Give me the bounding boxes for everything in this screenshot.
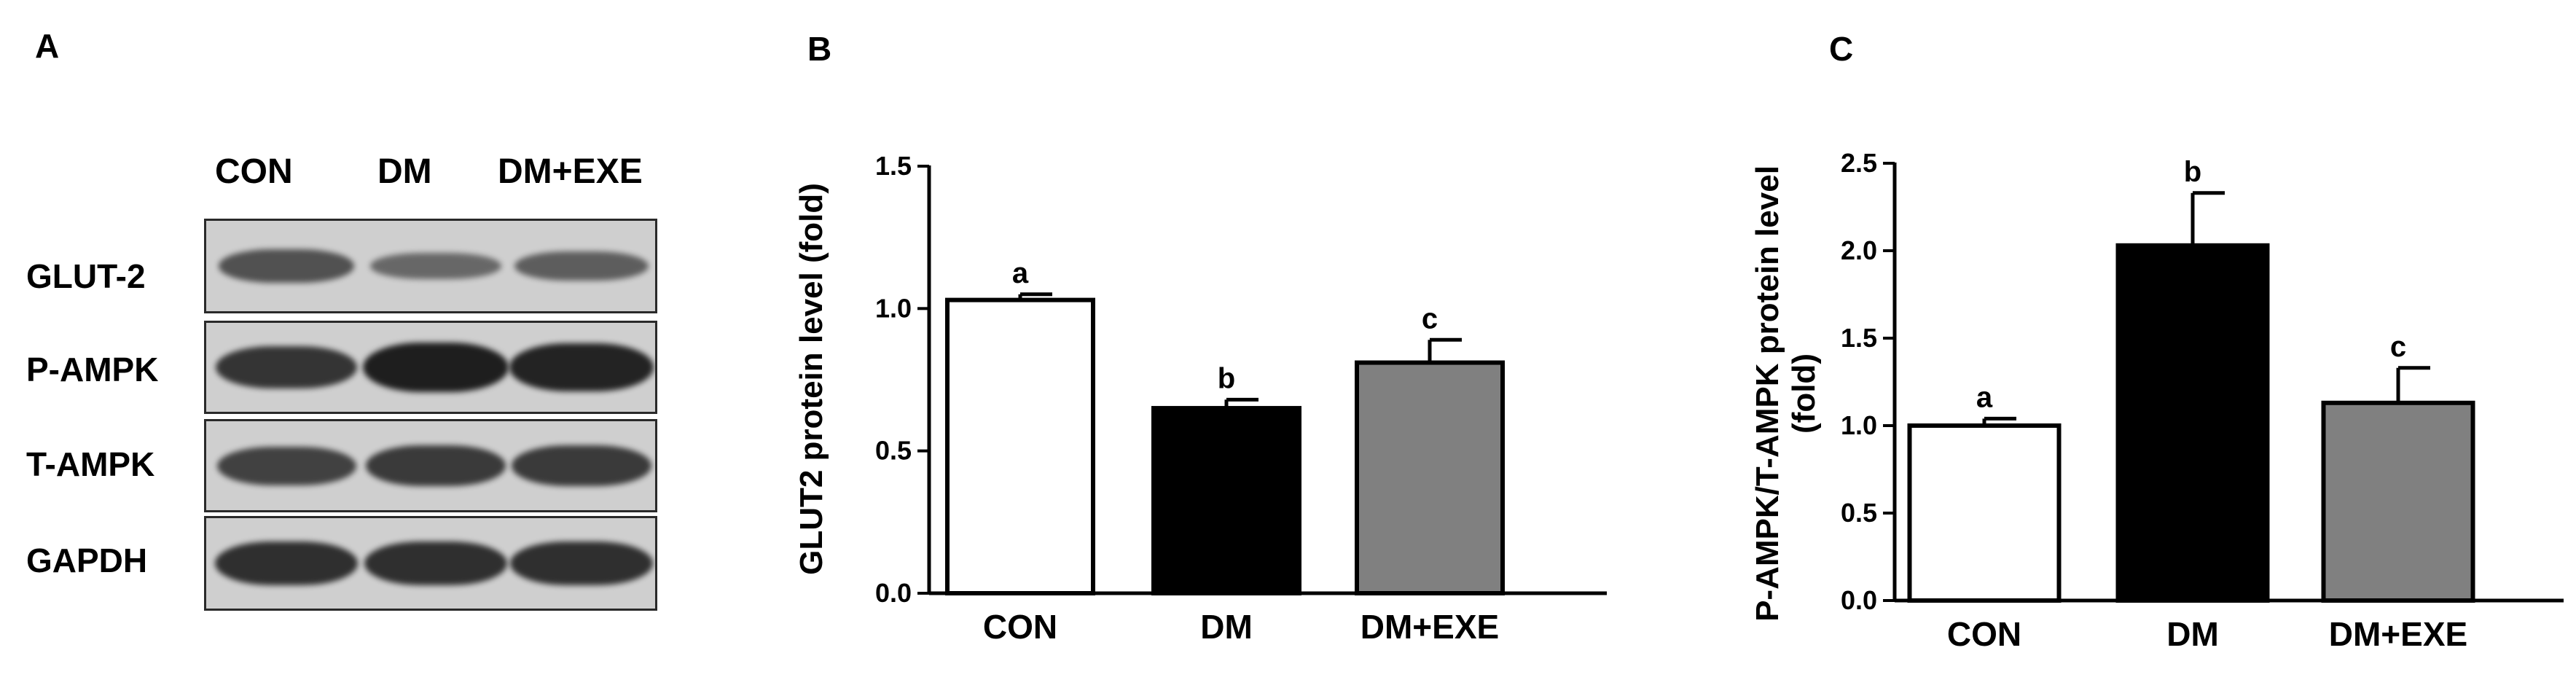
glut2-bar-con [945,297,1095,595]
blot-band [215,541,358,586]
ampk-category-label: DM [2166,615,2219,653]
panel-letter-b: B [807,30,832,68]
ampk-y-tick-label: 1.5 [1841,323,1877,353]
glut2-bar-dm [1151,406,1301,595]
glut2-y-axis-title: GLUT2 protein level (fold) [794,183,829,575]
blot-strip-glut2 [204,219,657,313]
blot-band [363,343,509,392]
blot-band [369,253,502,279]
ampk-y-tick-label: 2.5 [1841,148,1877,178]
ampk-y-tick-label: 1.0 [1841,410,1877,440]
glut2-y-tick-label: 0.0 [875,578,912,608]
blot-band [511,445,652,486]
blot-band [514,251,649,281]
blot-band [216,346,357,388]
blot-strip-p-ampk [204,321,657,414]
blot-lane-label-dm-exe: DM+EXE [498,152,643,191]
ampk-ratio-bar-chart: 0.0 0.5 1.0 1.5 2.0 2.5 a CON b DM c DM+EXE P-AMPK/T… [1750,148,2564,653]
ampk-bar-dm [2115,243,2270,603]
blot-row-label-t-ampk: T-AMPK [26,445,155,483]
ampk-y-axis-title: (fold) [1786,353,1822,434]
ampk-bar-con [1907,423,2062,603]
blot-band [364,541,507,586]
glut2-category-label: DM [1200,608,1253,646]
panel-letter-c: C [1829,30,1854,68]
glut2-significance-label: b [1218,362,1235,394]
ampk-bar-dm-exe [2321,400,2475,603]
ampk-y-axis-title: P-AMPK/T-AMPK protein level [1750,165,1785,622]
glut2-y-tick-label: 0.5 [875,436,912,466]
blot-band [218,249,355,283]
ampk-y-tick-label: 0.5 [1841,498,1877,528]
ampk-significance-label: a [1976,381,1993,413]
ampk-significance-label: b [2184,156,2201,188]
blot-strip-t-ampk [204,419,657,512]
glut2-category-label: CON [983,608,1057,646]
glut2-significance-label: c [1422,302,1438,335]
glut2-bar-chart: 0.0 0.5 1.0 1.5 a CON b DM c DM+EXE GLUT2 protein … [794,151,1607,646]
blot-row-label-gapdh: GAPDH [26,541,148,579]
western-blot-panel: CON DM DM+EXE GLUT-2 P-AMPK T-AMPK GAPDH [0,0,700,696]
ampk-y-tick-label: 2.0 [1841,235,1877,265]
blot-row-label-glut2: GLUT-2 [26,257,146,295]
ampk-y-tick-label: 0.0 [1841,585,1877,615]
glut2-category-label: DM+EXE [1361,608,1499,646]
ampk-significance-label: c [2390,331,2406,363]
panel-letter-a: A [35,27,60,65]
blot-strip-gapdh [204,516,657,611]
glut2-bar-dm-exe [1355,360,1505,595]
ampk-category-label: DM+EXE [2329,615,2467,653]
glut2-y-tick-label: 1.5 [875,151,912,181]
blot-band [216,446,356,485]
glut2-significance-label: a [1012,257,1029,289]
blot-band [510,541,653,586]
blot-band [509,343,654,391]
blot-row-label-p-ampk: P-AMPK [26,351,159,388]
glut2-y-tick-label: 1.0 [875,293,912,323]
blot-lane-label-dm: DM [377,152,432,191]
ampk-category-label: CON [1947,615,2021,653]
blot-band [365,445,506,486]
blot-lane-label-con: CON [215,152,293,191]
